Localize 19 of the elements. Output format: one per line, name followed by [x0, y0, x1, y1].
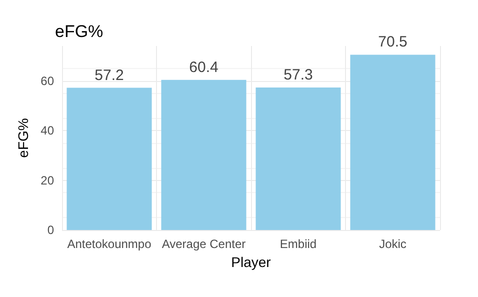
- bar: [256, 88, 341, 230]
- x-tick-label: Average Center: [162, 237, 246, 251]
- chart-title: eFG%: [55, 22, 104, 41]
- x-tick-label: Jokic: [379, 237, 406, 251]
- x-tick-label: Antetokounmpo: [67, 237, 152, 251]
- y-tick-label: 0: [47, 223, 54, 237]
- data-label: 57.3: [284, 66, 313, 84]
- y-tick-label: 60: [40, 74, 54, 88]
- x-axis-title: Player: [231, 254, 272, 270]
- y-tick-label: 40: [40, 124, 54, 138]
- data-label: 60.4: [189, 58, 218, 76]
- data-label: 57.2: [94, 66, 124, 84]
- data-label: 70.5: [378, 34, 408, 51]
- bar: [66, 88, 152, 230]
- bar: [350, 54, 436, 230]
- y-tick-label: 20: [40, 173, 54, 188]
- bar: [161, 80, 246, 230]
- x-tick-label: Embiid: [280, 237, 317, 251]
- y-axis-title: eFG%: [14, 118, 31, 158]
